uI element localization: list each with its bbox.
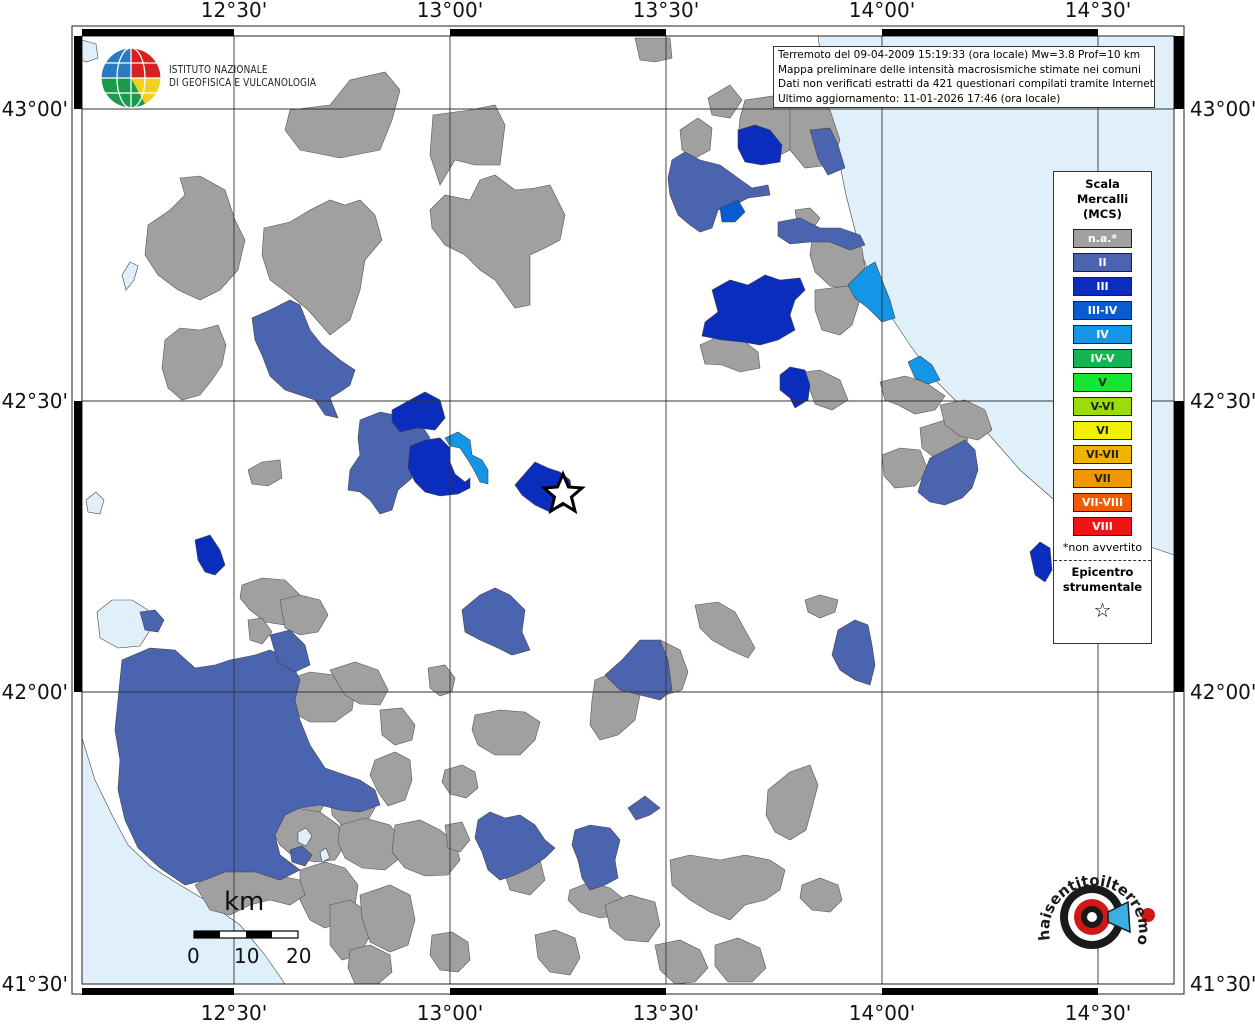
legend-divider [1054, 560, 1151, 561]
lat-tick-label: 41°30' [1190, 972, 1255, 996]
scale-label-20: 20 [286, 944, 312, 968]
legend-swatch: III-IV [1073, 301, 1132, 320]
event-info-line-1: Terremoto del 09-04-2009 15:19:33 (ora l… [778, 49, 1141, 61]
lat-tick-label: 43°00' [1190, 97, 1255, 121]
lon-tick-label: 13°30' [633, 0, 699, 22]
map-frame [71, 25, 1185, 995]
municipalities-intensity-iii-iv [719, 199, 746, 223]
event-info-line-3: Dati non verificati estratti da 421 ques… [778, 78, 1155, 90]
legend-swatch: IV [1073, 325, 1132, 344]
ingv-logo-text: ISTITUTO NAZIONALE DI GEOFISICA E VULCAN… [169, 64, 316, 90]
haisentito-watermark: haisentitoilterremoto.it [1030, 860, 1153, 947]
lon-ticks-top: 12°30' 13°00' 13°30' 14°00' 14°30' [201, 0, 1131, 22]
haisentito-logo-icon [1060, 885, 1155, 949]
ingv-line-2: DI GEOFISICA E VULCANOLOGIA [169, 77, 317, 89]
legend-swatch: VI-VII [1073, 445, 1132, 464]
lon-tick-label: 14°30' [1065, 1001, 1131, 1024]
scale-bar [193, 930, 299, 939]
lake-small-2 [85, 491, 105, 515]
lat-tick-label: 43°00' [2, 97, 68, 121]
ingv-logo-globe-icon [100, 47, 162, 109]
legend-note: *non avvertito [1062, 541, 1143, 554]
scale-label-10: 10 [234, 944, 260, 968]
event-info-box: Terremoto del 09-04-2009 15:19:33 (ora l… [773, 46, 1155, 108]
intensity-legend: Scala Mercalli (MCS) n.a.* II III III-IV IV I… [1053, 171, 1152, 644]
legend-swatch: VII-VIII [1073, 493, 1132, 512]
lon-tick-label: 14°30' [1065, 0, 1131, 22]
lon-tick-label: 13°30' [633, 1001, 699, 1024]
legend-title-line: (MCS) [1083, 207, 1122, 221]
legend-title-line: Mercalli [1076, 192, 1129, 206]
lon-tick-label: 13°00' [417, 1001, 483, 1024]
legend-swatch: VIII [1073, 517, 1132, 536]
lat-ticks-left: 43°00' 42°30' 42°00' 41°30' [2, 97, 68, 996]
legend-epicenter-label: Epicentro strumentale [1054, 565, 1151, 595]
lat-tick-label: 41°30' [2, 972, 68, 996]
lon-tick-label: 13°00' [417, 0, 483, 22]
scale-label-0: 0 [187, 944, 200, 968]
lake-albano [297, 827, 313, 847]
lon-tick-label: 12°30' [201, 0, 267, 22]
municipalities-intensity-iv [444, 261, 941, 485]
legend-swatch: IV-V [1073, 349, 1132, 368]
lake-nemi [319, 847, 331, 863]
lon-tick-label: 14°00' [849, 0, 915, 22]
watermark-text: haisentitoilterremoto.it [1030, 860, 1153, 947]
lake-small-1 [121, 261, 139, 291]
epicenter-star-icon [540, 470, 586, 515]
legend-swatch: VII [1073, 469, 1132, 488]
legend-swatch: n.a.* [1073, 229, 1132, 248]
ingv-line-1: ISTITUTO NAZIONALE [169, 64, 268, 76]
legend-swatch: VI [1073, 421, 1132, 440]
scale-unit: km [224, 887, 265, 917]
svg-text:haisentitoilterremoto.it: haisentitoilterremoto.it [1030, 860, 1153, 947]
legend-swatch: II [1073, 253, 1132, 272]
legend-swatch: III [1073, 277, 1132, 296]
legend-epicenter-line: strumentale [1062, 580, 1143, 594]
lon-ticks-bottom: 12°30' 13°00' 13°30' 14°00' 14°30' [201, 1001, 1131, 1024]
legend-title-line: Scala [1085, 177, 1120, 191]
lat-tick-label: 42°30' [1190, 389, 1255, 413]
legend-swatches: n.a.* II III III-IV IV IV-V V V-VI VI VI-VII VII VI… [1054, 229, 1151, 536]
lon-tick-label: 14°00' [849, 1001, 915, 1024]
event-info-line-2: Mappa preliminare delle intensità macros… [778, 63, 1141, 76]
lat-ticks-right: 43°00' 42°30' 42°00' 41°30' [1190, 97, 1255, 996]
legend-title: Scala Mercalli (MCS) [1054, 177, 1151, 222]
legend-swatch: V-VI [1073, 397, 1132, 416]
lat-tick-label: 42°00' [2, 680, 68, 704]
municipalities-intensity-ii [114, 127, 979, 891]
bolsena-lake [96, 599, 151, 649]
legend-star-icon: ☆ [1093, 598, 1112, 622]
lat-tick-label: 42°30' [2, 389, 68, 413]
legend-swatch: V [1073, 373, 1132, 392]
event-info-line-4: Ultimo aggiornamento: 11-01-2026 17:46 (… [778, 92, 1061, 105]
lat-tick-label: 42°00' [1190, 680, 1255, 704]
lon-tick-label: 12°30' [201, 1001, 267, 1024]
legend-epicenter-line: Epicentro [1071, 565, 1134, 579]
